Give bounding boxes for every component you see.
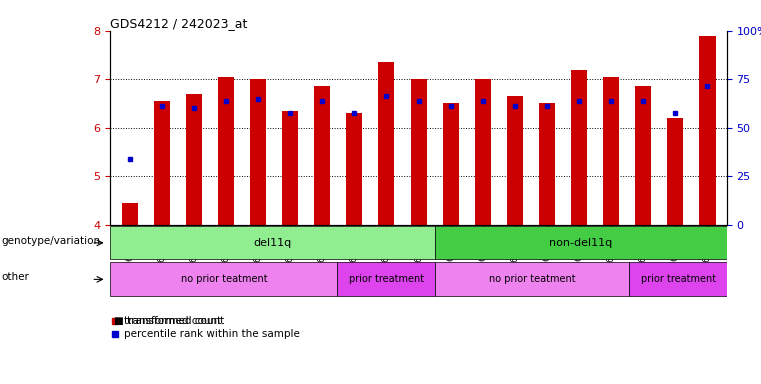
Bar <box>571 70 587 225</box>
Text: other: other <box>2 272 30 283</box>
Bar <box>218 77 234 225</box>
Bar <box>410 79 427 225</box>
Bar <box>110 262 337 296</box>
Text: percentile rank within the sample: percentile rank within the sample <box>124 329 300 339</box>
Text: no prior teatment: no prior teatment <box>489 274 575 285</box>
Bar <box>346 113 362 225</box>
Bar <box>154 101 170 225</box>
Bar <box>110 226 435 259</box>
Bar <box>629 262 727 296</box>
Bar <box>435 262 629 296</box>
Bar <box>699 36 715 225</box>
Text: no prior teatment: no prior teatment <box>180 274 267 285</box>
Bar <box>250 79 266 225</box>
Text: genotype/variation: genotype/variation <box>2 236 100 246</box>
Bar <box>475 79 491 225</box>
Bar <box>122 203 138 225</box>
Bar <box>314 86 330 225</box>
Text: prior treatment: prior treatment <box>641 274 715 285</box>
Bar <box>435 226 727 259</box>
Text: non-del11q: non-del11q <box>549 238 613 248</box>
Bar <box>443 103 459 225</box>
Text: del11q: del11q <box>253 238 291 248</box>
Text: transformed count: transformed count <box>124 316 221 326</box>
Text: prior treatment: prior treatment <box>349 274 424 285</box>
Text: ■ transformed count: ■ transformed count <box>114 316 224 326</box>
Bar <box>603 77 619 225</box>
Bar <box>507 96 523 225</box>
Text: GDS4212 / 242023_at: GDS4212 / 242023_at <box>110 17 248 30</box>
Bar <box>667 118 683 225</box>
Bar <box>337 262 435 296</box>
Bar <box>635 86 651 225</box>
Bar <box>539 103 555 225</box>
Bar <box>186 94 202 225</box>
Bar <box>282 111 298 225</box>
Bar <box>378 62 394 225</box>
